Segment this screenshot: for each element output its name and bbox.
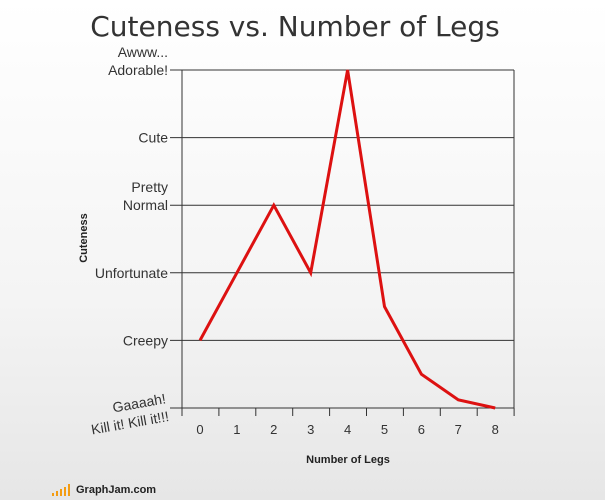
y-tick-label: Awww... Adorable! (108, 44, 168, 78)
x-axis-label: Number of Legs (306, 454, 390, 466)
y-tick-label: Cute (138, 130, 168, 146)
x-tick-label: 4 (344, 422, 351, 437)
grid-lines (170, 69, 514, 409)
y-tick-label: Pretty Normal (123, 179, 168, 213)
x-tick-label: 8 (492, 422, 499, 437)
chart-title: Cuteness vs. Number of Legs (90, 10, 500, 43)
logo-bars-icon (52, 484, 70, 496)
x-tick-label: 7 (455, 422, 462, 437)
x-tick-label: 5 (381, 422, 388, 437)
y-tick-label: Creepy (123, 332, 168, 348)
series-line (198, 69, 496, 410)
x-tick-label: 1 (233, 422, 240, 437)
series-polyline (198, 69, 496, 410)
graphjam-logo: GraphJam.com (52, 484, 156, 496)
logo-text: GraphJam.com (76, 484, 157, 496)
y-tick-labels: Gaaaah!Kill it! Kill it!!! Creepy Unfortun… (87, 44, 170, 437)
x-tick-labels: 0 1 2 3 4 5 6 7 8 (196, 422, 498, 437)
x-tick-label: 3 (307, 422, 314, 437)
y-tick-label: Unfortunate (95, 265, 168, 281)
y-axis-label: Cuteness (78, 213, 90, 263)
plot-frame (181, 70, 515, 416)
x-tick-label: 2 (270, 422, 277, 437)
x-tick-label: 6 (418, 422, 425, 437)
y-tick-label: Gaaaah!Kill it! Kill it!!! (87, 390, 170, 437)
x-tick-label: 0 (196, 422, 203, 437)
